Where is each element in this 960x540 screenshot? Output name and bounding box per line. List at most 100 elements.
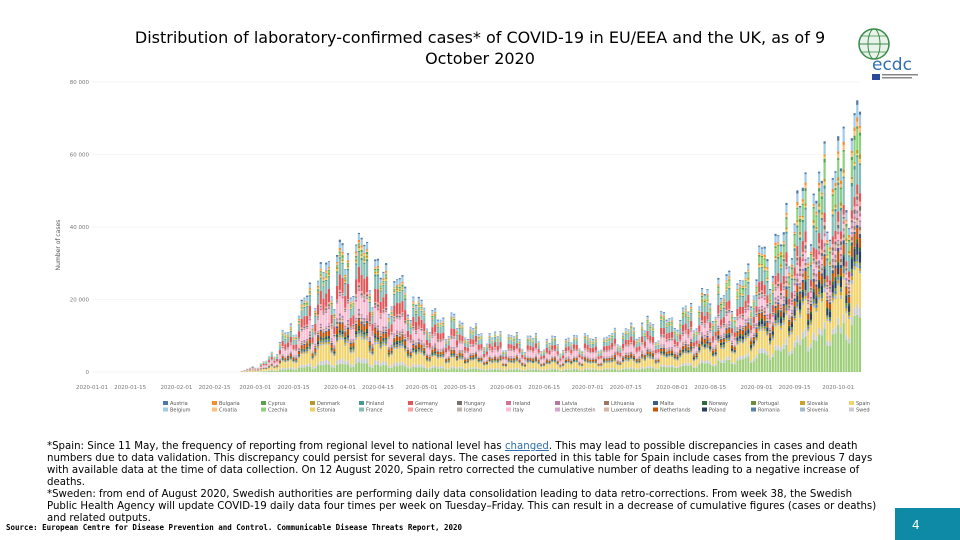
bar-segment <box>613 358 616 359</box>
bar-segment <box>330 297 333 302</box>
bar-segment <box>474 323 478 326</box>
bar-segment <box>562 370 565 372</box>
bar-segment <box>376 260 380 266</box>
bar-segment <box>480 362 483 363</box>
bar-segment <box>499 347 502 349</box>
bar-segment <box>660 353 663 355</box>
bar-segment <box>292 357 295 358</box>
bar-segment <box>662 365 666 367</box>
bar-stack <box>638 337 641 372</box>
bar-segment <box>286 334 290 335</box>
bar-segment <box>336 299 339 301</box>
bar-segment <box>564 358 567 359</box>
bar-segment <box>319 262 322 264</box>
bar-segment <box>355 255 358 258</box>
bar-segment <box>651 324 655 328</box>
bar-segment <box>485 370 488 372</box>
bar-segment <box>624 360 627 362</box>
bar-segment <box>297 319 301 320</box>
bar-segment <box>417 342 420 344</box>
bar-segment <box>423 365 426 368</box>
bar-segment <box>414 346 418 350</box>
bar-segment <box>404 339 407 342</box>
bar-segment <box>447 356 450 358</box>
bar-stack <box>649 322 652 372</box>
bar-segment <box>297 357 301 359</box>
bar-stack <box>447 335 450 372</box>
bar-segment <box>442 348 445 350</box>
bar-segment <box>330 301 333 303</box>
bar-segment <box>270 369 273 371</box>
bar-segment <box>477 350 480 351</box>
bar-segment <box>450 318 453 320</box>
bar-stack <box>382 271 385 372</box>
bar-segment <box>589 347 592 352</box>
bar-segment <box>390 354 393 355</box>
bar-segment <box>570 361 573 363</box>
bar-segment <box>564 351 567 353</box>
bar-segment <box>382 297 385 310</box>
bar-segment <box>417 296 420 299</box>
bar-segment <box>534 357 538 358</box>
bar-segment <box>404 363 407 367</box>
bar-segment <box>660 353 663 354</box>
bar-segment <box>502 360 505 363</box>
bar-segment <box>532 341 535 342</box>
bar-segment <box>355 299 358 302</box>
bar-segment <box>409 320 412 322</box>
bar-segment <box>496 350 499 351</box>
bar-segment <box>336 340 339 342</box>
bar-segment <box>431 334 434 336</box>
bar-segment <box>355 363 358 372</box>
bar-segment <box>316 289 320 291</box>
bar-segment <box>278 345 282 346</box>
bar-segment <box>567 369 570 372</box>
bar-segment <box>643 333 646 335</box>
bar-segment <box>572 340 576 345</box>
bar-segment <box>602 368 606 370</box>
bar-segment <box>469 330 472 331</box>
bar-segment <box>447 345 450 350</box>
bar-segment <box>417 341 420 343</box>
bar-segment <box>374 302 377 305</box>
bar-segment <box>605 368 608 370</box>
bar-segment <box>611 359 614 361</box>
bar-segment <box>259 364 262 366</box>
bar-segment <box>450 320 453 322</box>
bar-segment <box>488 361 491 363</box>
bar-segment <box>267 366 271 367</box>
bar-segment <box>371 315 374 316</box>
bar-stack <box>477 334 480 372</box>
bar-segment <box>630 330 633 331</box>
bar-segment <box>352 304 355 306</box>
bar-segment <box>322 345 325 361</box>
bar-segment <box>352 351 355 353</box>
bar-segment <box>466 339 469 342</box>
bar-segment <box>521 363 524 365</box>
bar-segment <box>431 316 434 318</box>
bar-segment <box>333 347 336 349</box>
bar-segment <box>292 339 295 340</box>
bar-segment <box>316 349 320 363</box>
bar-segment <box>322 331 325 333</box>
bar-segment <box>363 339 366 341</box>
bar-segment <box>297 351 301 355</box>
bar-segment <box>420 364 423 368</box>
bar-segment <box>611 349 614 355</box>
bar-segment <box>346 337 350 339</box>
bar-segment <box>444 359 448 361</box>
bar-segment <box>376 325 380 328</box>
bar-segment <box>330 344 333 348</box>
bar-segment <box>619 350 622 353</box>
bar-segment <box>553 369 557 372</box>
bar-segment <box>297 319 301 321</box>
bar-segment <box>434 346 437 348</box>
bar-segment <box>352 348 355 350</box>
bar-segment <box>532 360 535 362</box>
bar-segment <box>545 368 548 371</box>
bar-segment <box>442 322 445 324</box>
bar-segment <box>450 366 453 369</box>
bar-segment <box>420 328 423 330</box>
bar-segment <box>314 352 317 354</box>
bar-segment <box>649 359 652 367</box>
